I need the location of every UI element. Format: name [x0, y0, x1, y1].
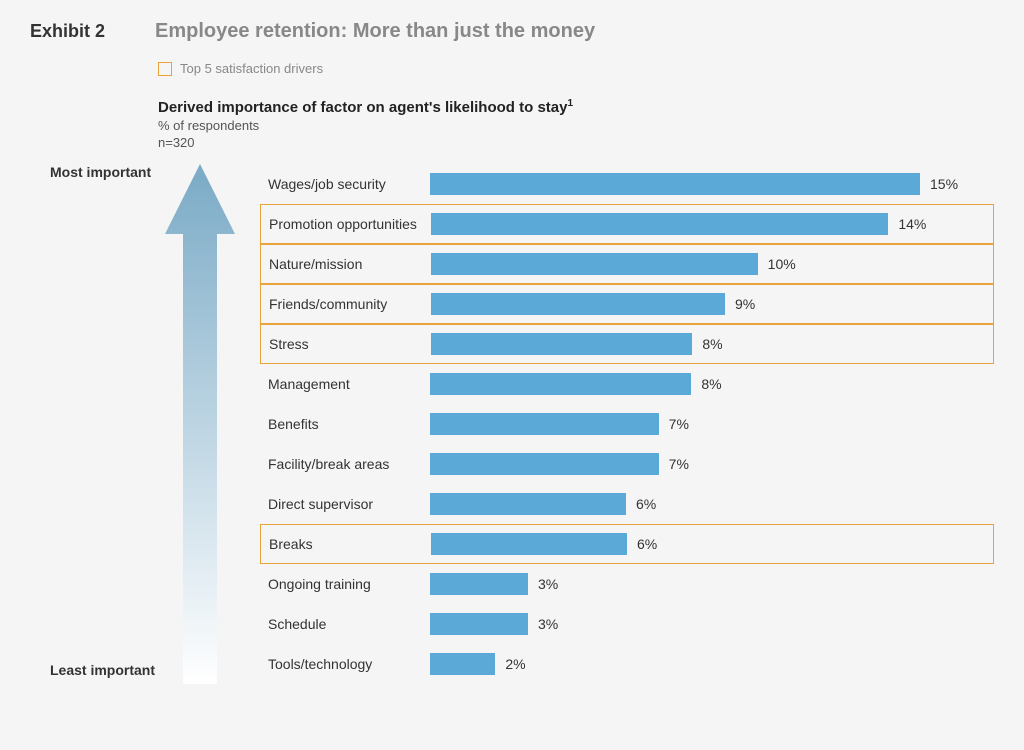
bar-track: 7% [430, 444, 994, 484]
chart-title: Employee retention: More than just the m… [155, 20, 595, 43]
axis-bottom-label: Least important [50, 662, 155, 678]
bar-track: 8% [431, 325, 993, 363]
bar [430, 453, 659, 475]
bar-value: 2% [505, 656, 525, 672]
bar-row: Tools/technology 2% [260, 644, 994, 684]
bar-track: 3% [430, 604, 994, 644]
bar-label: Tools/technology [260, 656, 430, 672]
bar [431, 253, 758, 275]
bar-row: Ongoing training 3% [260, 564, 994, 604]
bar [431, 333, 692, 355]
bar-label: Friends/community [261, 296, 431, 312]
bars-column: Wages/job security 15% Promotion opportuni… [260, 164, 994, 684]
subhead-block: Derived importance of factor on agent's … [158, 98, 994, 150]
bar-row: Breaks 6% [260, 524, 994, 564]
bar-track: 10% [431, 245, 993, 283]
bar [430, 573, 528, 595]
bar-value: 7% [669, 456, 689, 472]
bar-row: Direct supervisor 6% [260, 484, 994, 524]
bar-row: Schedule 3% [260, 604, 994, 644]
bar-label: Nature/mission [261, 256, 431, 272]
axis-top-label: Most important [50, 164, 151, 180]
bar-value: 10% [768, 256, 796, 272]
bar-row: Benefits 7% [260, 404, 994, 444]
bar-value: 9% [735, 296, 755, 312]
bar [430, 173, 920, 195]
bar-track: 7% [430, 404, 994, 444]
bar-track: 9% [431, 285, 993, 323]
bar [431, 213, 888, 235]
bar-value: 3% [538, 616, 558, 632]
subhead-n: n=320 [158, 135, 994, 150]
legend-text: Top 5 satisfaction drivers [180, 61, 323, 76]
bar-label: Schedule [260, 616, 430, 632]
bar-label: Stress [261, 336, 431, 352]
bar-track: 14% [431, 205, 993, 243]
subhead-super: 1 [567, 98, 573, 109]
bar-label: Wages/job security [260, 176, 430, 192]
bar-label: Direct supervisor [260, 496, 430, 512]
bar-track: 8% [430, 364, 994, 404]
bar-row: Facility/break areas 7% [260, 444, 994, 484]
bar [431, 293, 725, 315]
bar [430, 373, 691, 395]
bar-row: Promotion opportunities 14% [260, 204, 994, 244]
bar [430, 653, 495, 675]
header-row: Exhibit 2 Employee retention: More than … [30, 20, 994, 43]
legend: Top 5 satisfaction drivers [158, 61, 994, 76]
legend-swatch [158, 62, 172, 76]
importance-arrow-icon [165, 164, 235, 684]
exhibit-label: Exhibit 2 [30, 21, 105, 42]
bar-label: Breaks [261, 536, 431, 552]
bar-row: Friends/community 9% [260, 284, 994, 324]
bar [430, 613, 528, 635]
bar-track: 6% [431, 525, 993, 563]
bar-value: 15% [930, 176, 958, 192]
chart-zone: Most important Least important Wages/job… [50, 164, 994, 684]
bar-track: 15% [430, 164, 994, 204]
subhead-sub: % of respondents [158, 118, 994, 133]
arrow-column: Most important Least important [50, 164, 260, 684]
bar-label: Benefits [260, 416, 430, 432]
bar-track: 3% [430, 564, 994, 604]
bar-value: 3% [538, 576, 558, 592]
bar-row: Management 8% [260, 364, 994, 404]
bar-row: Stress 8% [260, 324, 994, 364]
bar-value: 6% [637, 536, 657, 552]
bar-value: 8% [701, 376, 721, 392]
subhead-bold-text: Derived importance of factor on agent's … [158, 99, 567, 116]
bar [430, 493, 626, 515]
subhead-bold: Derived importance of factor on agent's … [158, 98, 994, 116]
bar-value: 8% [702, 336, 722, 352]
bar-value: 6% [636, 496, 656, 512]
bar-label: Promotion opportunities [261, 216, 431, 232]
bar-track: 6% [430, 484, 994, 524]
bar-value: 14% [898, 216, 926, 232]
bar [430, 413, 659, 435]
bar-label: Management [260, 376, 430, 392]
bar-value: 7% [669, 416, 689, 432]
bar-label: Facility/break areas [260, 456, 430, 472]
bar [431, 533, 627, 555]
bar-label: Ongoing training [260, 576, 430, 592]
bar-row: Nature/mission 10% [260, 244, 994, 284]
bar-track: 2% [430, 644, 994, 684]
bar-row: Wages/job security 15% [260, 164, 994, 204]
